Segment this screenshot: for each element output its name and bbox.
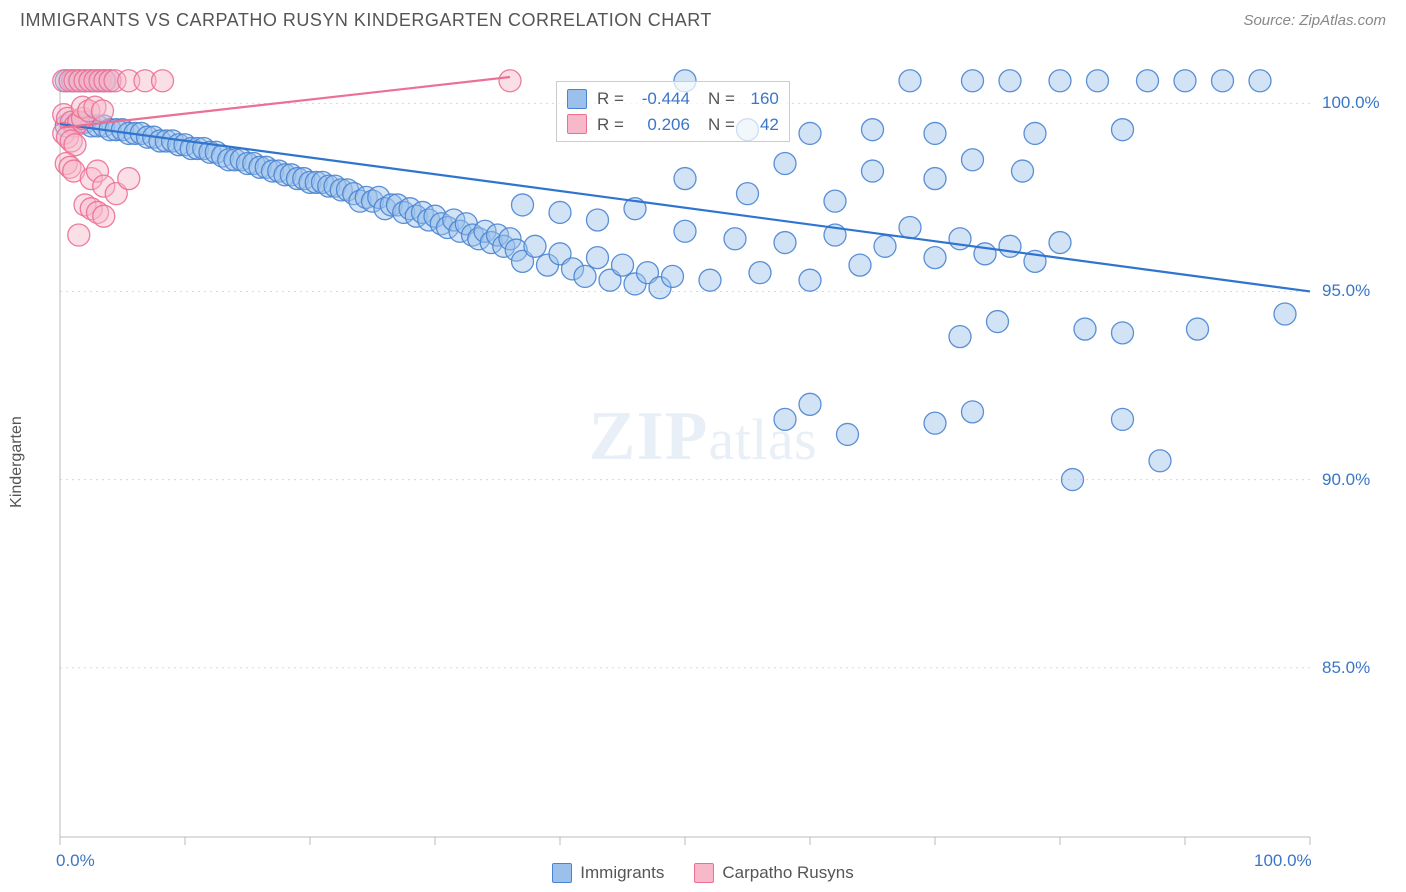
stats-r-value: 0.206: [634, 112, 690, 138]
stats-n-label: N =: [708, 112, 735, 138]
legend-item: Carpatho Rusyns: [694, 863, 853, 883]
stats-n-value: 160: [745, 86, 779, 112]
y-axis-label: Kindergarten: [8, 416, 26, 508]
y-tick-label: 90.0%: [1322, 470, 1370, 490]
stats-swatch: [567, 89, 587, 109]
legend-swatch: [694, 863, 714, 883]
scatter-chart: [0, 37, 1406, 847]
legend-label: Carpatho Rusyns: [722, 863, 853, 883]
legend-swatch: [552, 863, 572, 883]
y-tick-label: 85.0%: [1322, 658, 1370, 678]
stats-n-value: 42: [745, 112, 779, 138]
y-tick-label: 100.0%: [1322, 93, 1380, 113]
legend-label: Immigrants: [580, 863, 664, 883]
stats-r-label: R =: [597, 86, 624, 112]
chart-source: Source: ZipAtlas.com: [1243, 12, 1386, 29]
stats-r-value: -0.444: [634, 86, 690, 112]
stats-row: R = -0.444 N = 160: [567, 86, 779, 112]
stats-row: R = 0.206 N = 42: [567, 112, 779, 138]
chart-header: IMMIGRANTS VS CARPATHO RUSYN KINDERGARTE…: [0, 0, 1406, 37]
chart-area: Kindergarten ZIPatlas R =-0.444N =160R =…: [0, 37, 1406, 887]
bottom-legend: Immigrants Carpatho Rusyns: [0, 863, 1406, 883]
stats-n-label: N =: [708, 86, 735, 112]
y-tick-label: 95.0%: [1322, 281, 1370, 301]
stats-swatch: [567, 114, 587, 134]
stats-legend-box: R = -0.444 N = 160 R = 0.206 N = 42: [556, 81, 790, 142]
chart-title: IMMIGRANTS VS CARPATHO RUSYN KINDERGARTE…: [20, 10, 712, 31]
legend-item: Immigrants: [552, 863, 664, 883]
stats-r-label: R =: [597, 112, 624, 138]
